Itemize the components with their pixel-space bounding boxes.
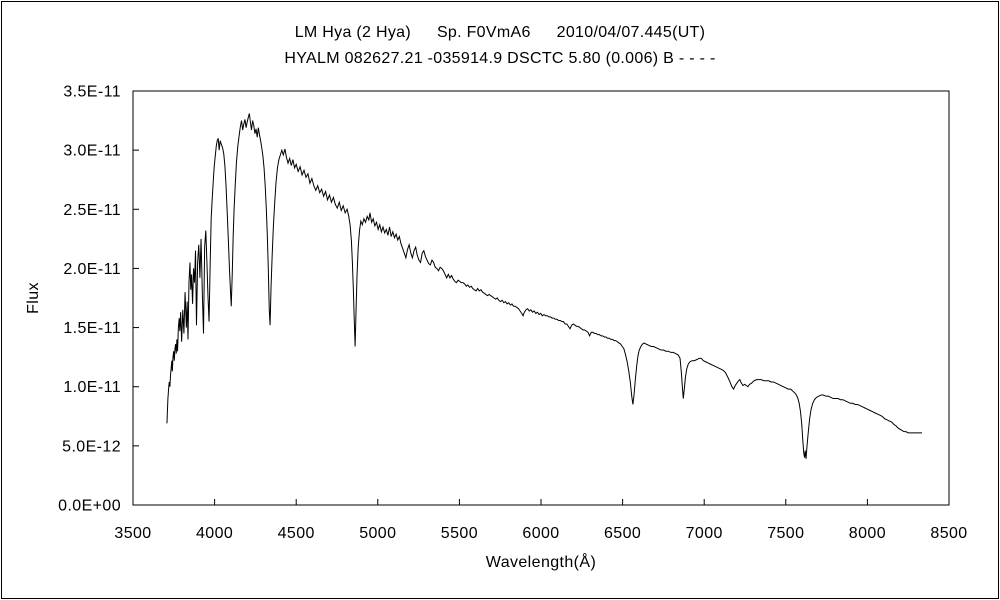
x-axis-label: Wavelength(Å): [486, 552, 596, 571]
star-name: LM Hya (2 Hya): [294, 24, 411, 41]
chart-title: LM Hya (2 Hya) Sp. F0VmA6 2010/04/07.445…: [0, 24, 1000, 42]
x-tick-label: 6500: [604, 525, 641, 542]
y-tick-label: 1.0E-11: [63, 379, 121, 396]
chart-header: LM Hya (2 Hya) Sp. F0VmA6 2010/04/07.445…: [0, 24, 1000, 68]
x-tick-label: 5500: [441, 525, 478, 542]
y-tick-label: 5.0E-12: [62, 438, 121, 455]
y-axis-label: Flux: [25, 282, 42, 314]
x-tick-label: 5000: [359, 525, 396, 542]
y-tick-label: 3.5E-11: [63, 84, 121, 101]
x-tick-label: 6000: [522, 525, 559, 542]
spectral-type: Sp. F0VmA6: [436, 24, 531, 41]
plot-frame: [132, 90, 950, 506]
x-tick-label: 8000: [849, 525, 886, 542]
y-tick-label: 1.5E-11: [63, 320, 121, 337]
spectrum-line: [166, 113, 923, 459]
y-tick-label: 3.0E-11: [63, 143, 121, 160]
y-tick-label: 2.0E-11: [63, 261, 121, 278]
x-tick-label: 7000: [686, 525, 723, 542]
x-tick-label: 7500: [767, 525, 804, 542]
x-tick-label: 4000: [196, 525, 233, 542]
y-tick-label: 2.5E-11: [63, 202, 121, 219]
x-tick-label: 3500: [114, 525, 151, 542]
chart-subtitle: HYALM 082627.21 -035914.9 DSCTC 5.80 (0.…: [284, 50, 716, 67]
x-tick-label: 8500: [930, 525, 967, 542]
y-tick-label: 0.0E+00: [58, 498, 121, 515]
observation-date: 2010/04/07.445(UT): [556, 24, 706, 41]
x-tick-label: 4500: [278, 525, 315, 542]
